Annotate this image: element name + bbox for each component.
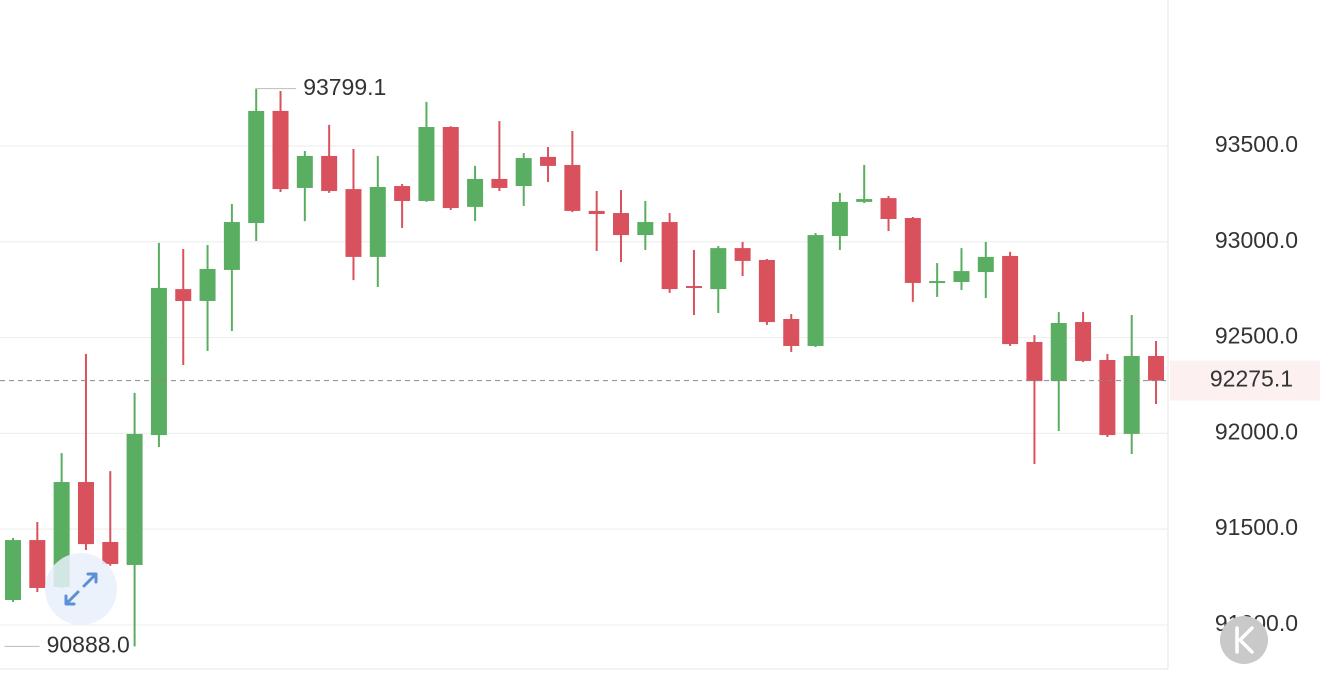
candle-body — [1050, 323, 1067, 382]
candle-body — [1075, 322, 1092, 361]
candle-body — [394, 186, 411, 201]
candle-body — [953, 271, 970, 283]
candle-body — [248, 110, 265, 223]
candle-body — [321, 155, 338, 192]
candle-body — [126, 433, 143, 565]
candle-body — [369, 186, 386, 257]
grid — [0, 145, 1168, 626]
candle-body — [540, 156, 557, 166]
candle-body — [758, 259, 775, 323]
current-price-label: 92275.1 — [1210, 366, 1293, 392]
candle-body — [880, 198, 897, 219]
candles — [5, 88, 1165, 647]
candle-body — [515, 158, 532, 187]
candle-body — [807, 235, 824, 346]
candle-body — [223, 222, 240, 270]
candle-body — [1002, 255, 1019, 345]
candle-body — [1148, 355, 1165, 381]
y-tick-label: 91500.0 — [1215, 514, 1298, 540]
candle-body — [1026, 341, 1043, 382]
candle-body — [929, 281, 946, 284]
expand-icon[interactable] — [64, 572, 98, 606]
candle-body — [564, 164, 581, 211]
candle-body — [5, 540, 21, 601]
candle-body — [637, 222, 654, 236]
candle-body — [1099, 359, 1116, 436]
high-label: 93799.1 — [303, 74, 386, 100]
labels: 91000.091500.092000.092500.093000.093500… — [0, 74, 1320, 657]
candle-body — [418, 127, 435, 201]
candle-body — [1123, 355, 1140, 434]
candle-body — [199, 268, 216, 301]
candle-body — [442, 127, 459, 209]
candle-body — [491, 178, 508, 188]
candle-body — [102, 541, 119, 565]
expand-button[interactable] — [45, 553, 117, 625]
candle-body — [345, 189, 362, 257]
y-tick-label: 93000.0 — [1215, 227, 1298, 253]
candle-body — [734, 248, 751, 261]
candle-body — [710, 248, 727, 290]
candle-body — [77, 482, 94, 545]
y-tick-label: 93500.0 — [1215, 131, 1298, 157]
candle-body — [977, 256, 994, 273]
low-label: 90888.0 — [47, 631, 130, 657]
k-icon[interactable] — [1235, 626, 1254, 654]
candle-body — [783, 318, 800, 346]
candle-body — [831, 201, 848, 237]
candle-body — [150, 287, 167, 436]
candle-body — [272, 110, 289, 190]
candle-body — [685, 286, 702, 289]
candle-body — [296, 155, 313, 188]
candle-body — [661, 222, 678, 290]
y-tick-label: 92500.0 — [1215, 323, 1298, 349]
candle-body — [467, 178, 484, 207]
current-price-bg — [1170, 360, 1320, 401]
candle-body — [856, 199, 873, 202]
candle-body — [613, 213, 629, 236]
k-bg[interactable] — [1220, 616, 1268, 664]
candle-body — [588, 210, 605, 214]
candle-body — [175, 289, 192, 301]
expand-bg[interactable] — [45, 553, 117, 625]
candle-body — [904, 218, 921, 283]
y-tick-label: 92000.0 — [1215, 418, 1298, 444]
k-button[interactable] — [1220, 616, 1268, 664]
candle-body — [29, 540, 46, 588]
